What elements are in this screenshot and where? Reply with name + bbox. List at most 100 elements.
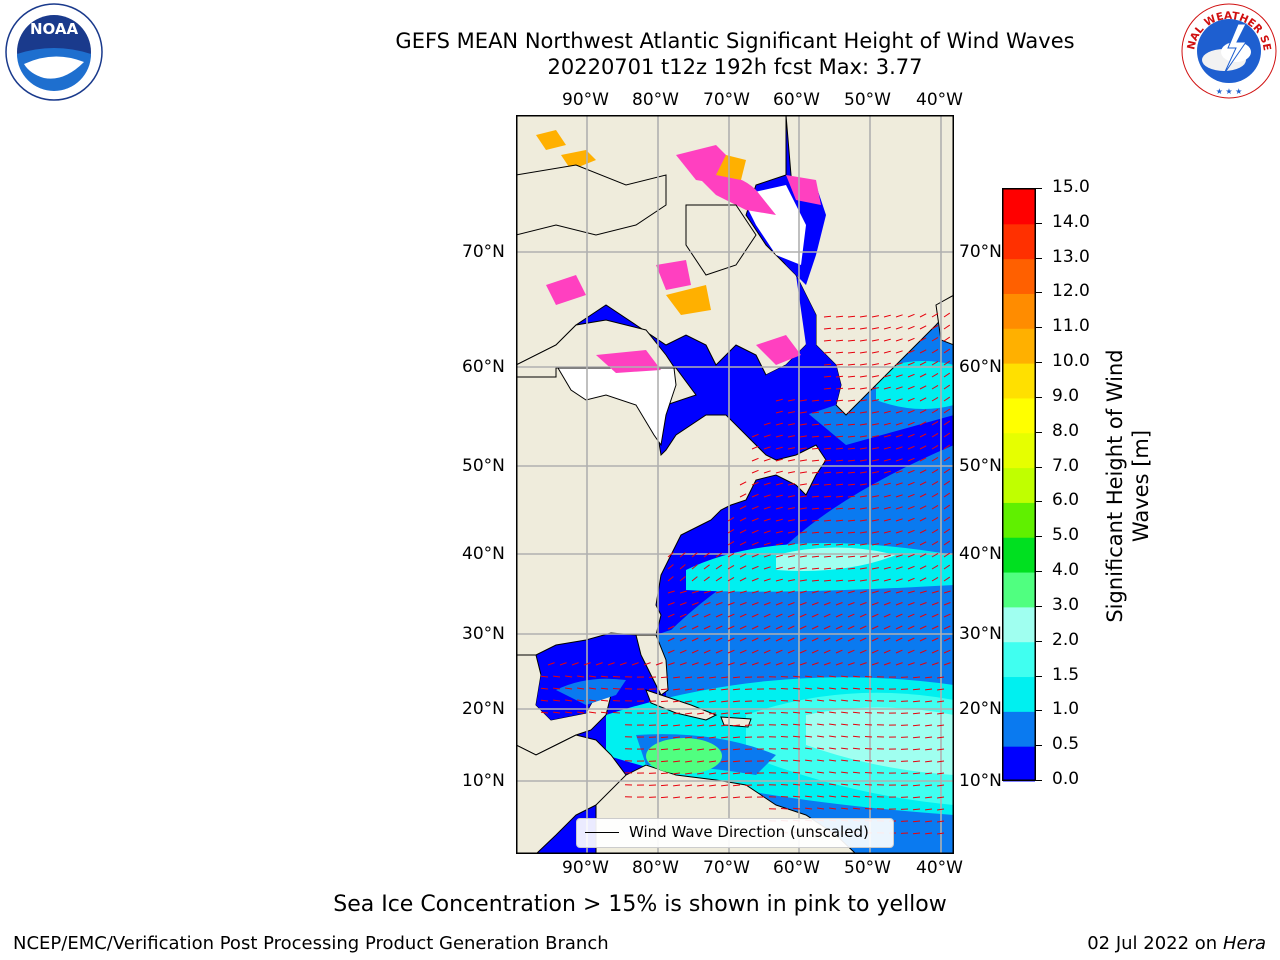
wave-direction-arrow	[871, 327, 879, 330]
wave-direction-arrow	[883, 422, 891, 426]
wave-direction-arrow	[847, 507, 856, 510]
wave-direction-arrow	[799, 519, 807, 522]
wave-direction-arrow	[847, 327, 856, 330]
wave-direction-arrow	[775, 434, 783, 438]
wave-direction-arrow	[673, 796, 681, 799]
wave-direction-arrow	[931, 625, 939, 630]
wave-direction-arrow	[817, 735, 825, 738]
wave-direction-arrow	[847, 435, 856, 438]
wave-direction-arrow	[685, 700, 693, 703]
wave-direction-arrow	[697, 676, 705, 679]
colorbar-segment	[1003, 676, 1035, 712]
wave-direction-arrow	[703, 564, 710, 570]
wave-direction-arrow	[823, 339, 832, 342]
wave-direction-arrow	[763, 602, 771, 606]
wave-direction-arrow	[931, 516, 939, 522]
wave-direction-arrow	[780, 808, 789, 810]
wave-direction-arrow	[895, 506, 903, 510]
wave-direction-arrow	[931, 613, 939, 618]
colorbar-tick-mark	[1036, 571, 1042, 573]
wave-direction-arrow	[799, 507, 807, 510]
wave-direction-arrow	[895, 602, 903, 606]
wave-direction-arrow	[931, 492, 939, 498]
wave-direction-arrow	[787, 649, 795, 654]
colorbar-tick-label: 11.0	[1052, 316, 1090, 337]
wave-direction-arrow	[912, 832, 921, 835]
wave-direction-arrow	[912, 796, 921, 799]
wave-direction-arrow	[883, 338, 891, 342]
wave-direction-arrow	[871, 423, 879, 426]
wave-direction-arrow	[775, 554, 783, 558]
wave-direction-arrow	[907, 649, 915, 654]
wave-direction-arrow	[751, 662, 759, 666]
lat-label-left-30n: 30°N	[462, 624, 505, 644]
wave-direction-arrow	[787, 423, 795, 426]
wave-direction-arrow	[847, 567, 856, 570]
colorbar-tick-label: 8.0	[1052, 420, 1080, 441]
wave-direction-arrow	[679, 649, 687, 654]
wave-direction-arrow	[907, 457, 915, 462]
wave-direction-arrow	[811, 471, 820, 474]
land-cuba	[645, 689, 718, 721]
wave-direction-arrow	[709, 796, 717, 799]
lat-label-right-50n: 50°N	[959, 456, 1002, 476]
wave-direction-arrow	[823, 483, 832, 486]
wave-direction-arrow	[919, 602, 927, 606]
colorbar-tick-mark	[1036, 362, 1042, 364]
colorbar-tick-label: 1.0	[1052, 699, 1080, 720]
wave-direction-arrow	[895, 374, 903, 378]
wave-direction-arrow	[829, 723, 837, 726]
wave-direction-arrow	[799, 531, 807, 534]
wave-direction-arrow	[600, 687, 609, 690]
wave-direction-arrow	[763, 422, 771, 426]
wave-direction-arrow	[829, 795, 837, 798]
wave-direction-arrow	[847, 625, 855, 630]
wave-direction-arrow	[619, 662, 627, 666]
wave-direction-arrow	[811, 567, 820, 570]
wave-direction-arrow	[780, 724, 789, 726]
wave-direction-arrow	[841, 723, 849, 726]
wave-direction-arrow	[805, 723, 813, 726]
wave-direction-arrow	[739, 541, 747, 546]
wave-direction-arrow	[907, 590, 915, 594]
wave-direction-arrow	[847, 662, 855, 666]
wave-direction-arrow	[721, 772, 729, 775]
graticule	[516, 115, 954, 854]
wave-direction-arrow	[931, 590, 939, 594]
wave-direction-arrow	[931, 420, 939, 426]
wave-direction-arrow	[829, 783, 837, 786]
wave-direction-arrow	[805, 735, 813, 738]
wave-direction-arrow	[715, 552, 723, 558]
wave-direction-arrow	[787, 543, 795, 546]
wave-direction-arrow	[871, 339, 879, 342]
colorbar-tick-label: 9.0	[1052, 385, 1080, 406]
wave-direction-arrow	[697, 760, 705, 763]
wave-direction-arrow	[852, 771, 861, 774]
wave-direction-arrow	[715, 613, 723, 618]
wave-direction-arrow	[852, 735, 861, 738]
wave-direction-arrow	[787, 531, 795, 534]
wave-direction-arrow	[919, 421, 927, 426]
wave-direction-arrow	[883, 613, 891, 618]
wave-direction-arrow	[943, 456, 951, 462]
legend-label: Wind Wave Direction (unscaled)	[629, 823, 869, 841]
wave-direction-arrow	[835, 637, 843, 642]
wave-direction-arrow	[727, 576, 735, 582]
wave-direction-arrow	[859, 315, 867, 318]
colorbar-segment	[1003, 258, 1035, 294]
wave-direction-arrow	[937, 808, 945, 811]
colorbar-tick-label: 1.5	[1052, 664, 1080, 685]
wave-direction-arrow	[912, 676, 921, 679]
colorbar-tick-mark	[1036, 257, 1042, 259]
wave-direction-arrow	[864, 796, 873, 798]
wave-direction-arrow	[943, 662, 951, 666]
wave-direction-arrow	[883, 530, 891, 534]
wave-direction-arrow	[847, 471, 856, 474]
wave-direction-arrow	[895, 613, 903, 618]
wave-direction-arrow	[715, 662, 723, 666]
wave-direction-arrow	[811, 662, 819, 666]
wave-direction-arrow	[660, 772, 669, 775]
wave-direction-arrow	[805, 675, 813, 678]
wave-direction-arrow	[943, 408, 951, 414]
colorbar-tick-label: 4.0	[1052, 560, 1080, 581]
